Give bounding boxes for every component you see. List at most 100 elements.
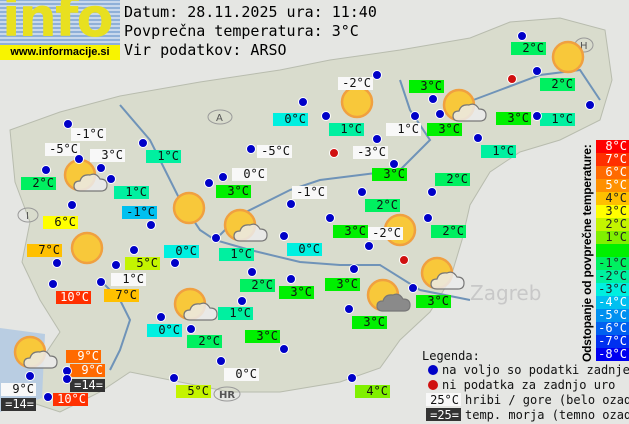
station-dot[interactable] bbox=[517, 31, 527, 41]
station-dot[interactable] bbox=[48, 279, 58, 289]
station-temperature-label[interactable]: 9°C bbox=[1, 383, 36, 396]
station-temperature-label[interactable]: 1°C bbox=[146, 150, 181, 163]
station-temperature-label[interactable]: 3°C bbox=[279, 286, 314, 299]
station-dot[interactable] bbox=[74, 154, 84, 164]
station-temperature-label[interactable]: 2°C bbox=[240, 279, 275, 292]
station-dot[interactable] bbox=[129, 245, 139, 255]
station-dot[interactable] bbox=[156, 312, 166, 322]
station-temperature-label[interactable]: 3°C bbox=[333, 225, 368, 238]
station-dot[interactable] bbox=[63, 119, 73, 129]
station-dot[interactable] bbox=[349, 264, 359, 274]
station-dot[interactable] bbox=[286, 199, 296, 209]
station-temperature-label[interactable]: 7°C bbox=[27, 244, 62, 257]
station-dot[interactable] bbox=[279, 344, 289, 354]
station-dot[interactable] bbox=[216, 356, 226, 366]
station-temperature-label[interactable]: -1°C bbox=[71, 128, 106, 141]
station-temperature-label[interactable]: 0°C bbox=[147, 324, 182, 337]
station-dot[interactable] bbox=[532, 66, 542, 76]
station-temperature-label[interactable]: -1°C bbox=[122, 206, 157, 219]
station-temperature-label[interactable]: 2°C bbox=[540, 78, 575, 91]
station-temperature-label[interactable]: 1°C bbox=[219, 248, 254, 261]
station-dot[interactable] bbox=[410, 111, 420, 121]
station-dot[interactable] bbox=[532, 111, 542, 121]
station-temperature-label[interactable]: 3°C bbox=[372, 168, 407, 181]
station-dot[interactable] bbox=[585, 100, 595, 110]
station-temperature-label[interactable]: 3°C bbox=[409, 80, 444, 93]
station-dot[interactable] bbox=[62, 374, 72, 384]
station-dot[interactable] bbox=[372, 134, 382, 144]
station-dot[interactable] bbox=[279, 231, 289, 241]
station-dot[interactable] bbox=[25, 371, 35, 381]
station-temperature-label[interactable]: 7°C bbox=[104, 289, 139, 302]
station-temperature-label[interactable]: 1°C bbox=[114, 186, 149, 199]
station-temperature-label[interactable]: -3°C bbox=[353, 146, 388, 159]
station-no-data-dot[interactable] bbox=[329, 148, 339, 158]
station-temperature-label[interactable]: 2°C bbox=[435, 173, 470, 186]
station-dot[interactable] bbox=[186, 324, 196, 334]
station-dot[interactable] bbox=[389, 159, 399, 169]
station-dot[interactable] bbox=[325, 213, 335, 223]
station-dot[interactable] bbox=[138, 138, 148, 148]
station-dot[interactable] bbox=[364, 241, 374, 251]
station-temperature-label[interactable]: 1°C bbox=[329, 123, 364, 136]
station-temperature-label[interactable]: 3°C bbox=[325, 278, 360, 291]
station-temperature-label[interactable]: 0°C bbox=[224, 368, 259, 381]
station-temperature-label[interactable]: 3°C bbox=[245, 330, 280, 343]
station-dot[interactable] bbox=[372, 70, 382, 80]
station-temperature-label[interactable]: 3°C bbox=[352, 316, 387, 329]
station-temperature-label[interactable]: -5°C bbox=[45, 143, 80, 156]
station-temperature-label[interactable]: 1°C bbox=[386, 123, 421, 136]
station-temperature-label[interactable]: 1°C bbox=[540, 113, 575, 126]
station-temperature-label[interactable]: 0°C bbox=[232, 168, 267, 181]
station-dot[interactable] bbox=[41, 165, 51, 175]
station-dot[interactable] bbox=[218, 172, 228, 182]
station-dot[interactable] bbox=[408, 283, 418, 293]
station-dot[interactable] bbox=[67, 200, 77, 210]
station-dot[interactable] bbox=[52, 258, 62, 268]
station-dot[interactable] bbox=[427, 187, 437, 197]
station-temperature-label[interactable]: 3°C bbox=[427, 123, 462, 136]
station-dot[interactable] bbox=[435, 109, 445, 119]
station-dot[interactable] bbox=[146, 220, 156, 230]
station-temperature-label[interactable]: 2°C bbox=[511, 42, 546, 55]
station-dot[interactable] bbox=[423, 213, 433, 223]
station-temperature-label[interactable]: 5°C bbox=[125, 257, 160, 270]
station-dot[interactable] bbox=[96, 277, 106, 287]
station-temperature-label[interactable]: 2°C bbox=[431, 225, 466, 238]
station-temperature-label[interactable]: 2°C bbox=[21, 177, 56, 190]
station-dot[interactable] bbox=[246, 144, 256, 154]
station-temperature-label[interactable]: 3°C bbox=[416, 295, 451, 308]
station-temperature-label[interactable]: -1°C bbox=[292, 186, 327, 199]
station-temperature-label[interactable]: 0°C bbox=[273, 113, 308, 126]
station-temperature-label[interactable]: 10°C bbox=[56, 291, 91, 304]
station-temperature-label[interactable]: 9°C bbox=[66, 350, 101, 363]
station-temperature-label[interactable]: 1°C bbox=[218, 307, 253, 320]
station-dot[interactable] bbox=[43, 392, 53, 402]
station-temperature-label[interactable]: 9°C bbox=[70, 364, 105, 377]
station-temperature-label[interactable]: 10°C bbox=[53, 393, 88, 406]
station-dot[interactable] bbox=[347, 373, 357, 383]
station-temperature-label[interactable]: 4°C bbox=[355, 385, 390, 398]
logo[interactable]: info bbox=[0, 0, 120, 45]
station-temperature-label[interactable]: 0°C bbox=[287, 243, 322, 256]
station-no-data-dot[interactable] bbox=[507, 74, 517, 84]
station-dot[interactable] bbox=[286, 274, 296, 284]
station-dot[interactable] bbox=[247, 267, 257, 277]
station-dot[interactable] bbox=[170, 258, 180, 268]
station-temperature-label[interactable]: 6°C bbox=[43, 216, 78, 229]
station-temperature-label[interactable]: -5°C bbox=[257, 145, 292, 158]
station-temperature-label[interactable]: 1°C bbox=[481, 145, 516, 158]
station-temperature-label[interactable]: 3°C bbox=[496, 112, 531, 125]
sea-temperature-label[interactable]: =14= bbox=[1, 398, 36, 411]
station-temperature-label[interactable]: -2°C bbox=[368, 227, 403, 240]
station-dot[interactable] bbox=[237, 296, 247, 306]
station-temperature-label[interactable]: 0°C bbox=[164, 245, 199, 258]
station-temperature-label[interactable]: -2°C bbox=[338, 77, 373, 90]
station-dot[interactable] bbox=[204, 178, 214, 188]
station-dot[interactable] bbox=[357, 187, 367, 197]
station-dot[interactable] bbox=[169, 373, 179, 383]
station-temperature-label[interactable]: 2°C bbox=[187, 335, 222, 348]
station-dot[interactable] bbox=[298, 97, 308, 107]
station-dot[interactable] bbox=[211, 233, 221, 243]
station-temperature-label[interactable]: 3°C bbox=[216, 185, 251, 198]
